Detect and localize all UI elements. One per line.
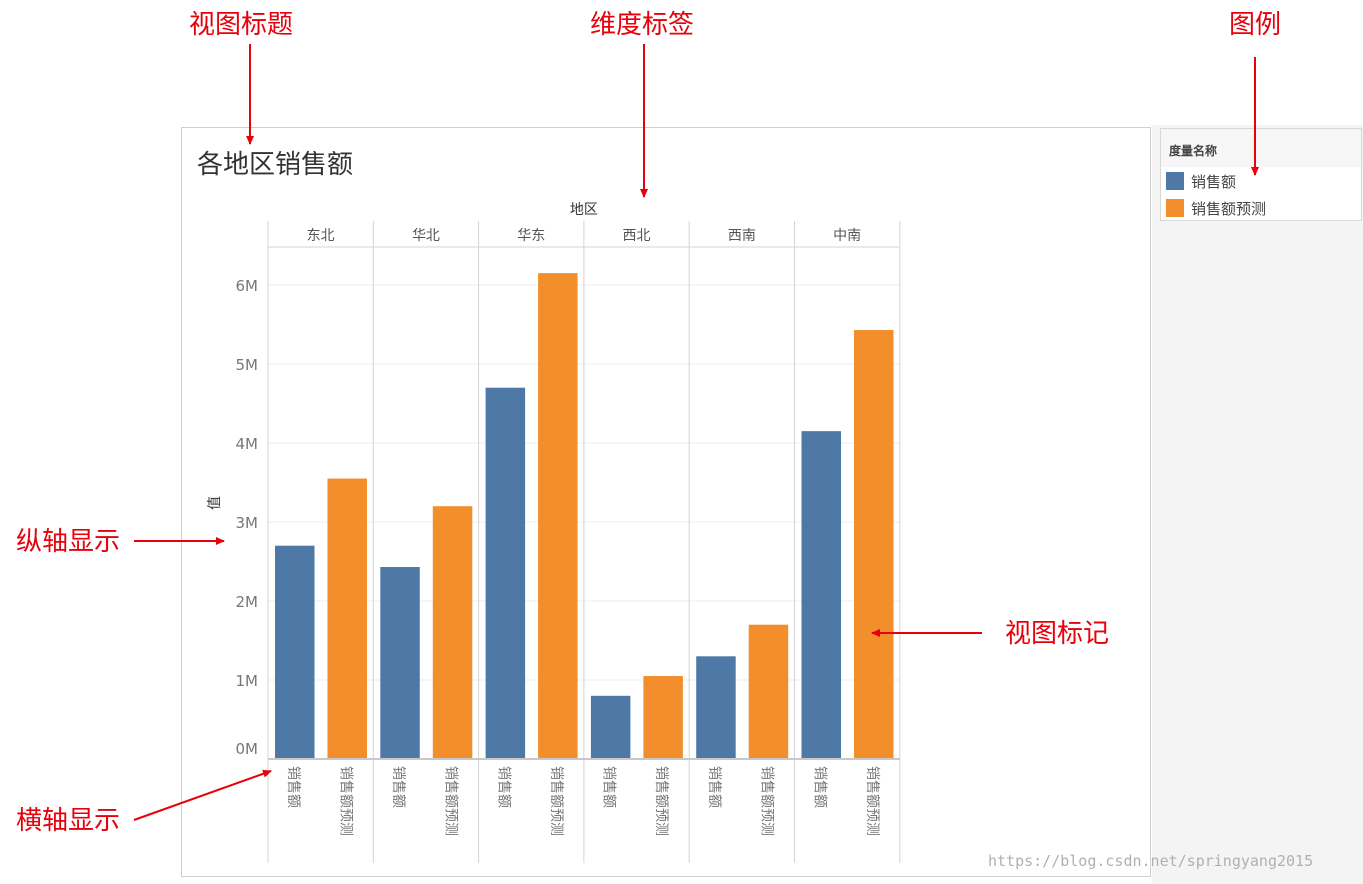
legend-title: 度量名称	[1169, 144, 1218, 158]
y-tick-label: 6M	[236, 277, 259, 295]
x-tick-label: 销售额	[706, 766, 722, 808]
legend-header: 度量名称	[1161, 129, 1361, 167]
bar-sales-forecast	[538, 273, 578, 759]
side-panel	[1152, 125, 1363, 884]
annotation-dimension-label: 维度标签	[590, 10, 695, 40]
legend-label: 销售额预测	[1191, 200, 1267, 218]
x-tick-label: 销售额	[495, 766, 511, 808]
y-tick-label: 1M	[236, 672, 259, 690]
category-header: 西南	[728, 228, 756, 244]
annotation-vertical-axis: 纵轴显示	[16, 527, 121, 557]
watermark: https://blog.csdn.net/springyang2015	[988, 852, 1314, 870]
category-header: 西北	[623, 228, 651, 244]
view-title: 各地区销售额	[197, 150, 354, 180]
legend-label: 销售额	[1191, 173, 1237, 191]
legend-swatch	[1166, 172, 1184, 190]
bar-sales-forecast	[854, 330, 894, 759]
bar-sales-forecast	[643, 676, 683, 759]
bar-sales	[696, 656, 736, 759]
annotation-view-title: 视图标题	[189, 10, 294, 40]
bar-sales-forecast	[748, 624, 789, 759]
bar-sales	[275, 545, 315, 759]
dimension-header-title: 地区	[570, 202, 598, 218]
legend-swatch	[1166, 199, 1184, 217]
bar-sales	[801, 431, 841, 759]
y-tick-label: 5M	[236, 356, 259, 374]
x-tick-label: 销售额	[811, 766, 827, 808]
bar-sales	[380, 567, 420, 759]
x-tick-label: 销售额	[390, 766, 406, 808]
y-tick-label: 0M	[236, 740, 259, 758]
bar-sales-forecast	[327, 478, 367, 759]
annotation-legend: 图例	[1229, 10, 1282, 40]
x-tick-label: 销售额	[601, 766, 617, 808]
x-tick-label: 销售额预测	[548, 766, 564, 836]
bar-sales-forecast	[432, 506, 473, 759]
category-header: 华东	[517, 228, 545, 244]
x-tick-label: 销售额预测	[443, 766, 459, 836]
x-tick-label: 销售额预测	[337, 766, 353, 836]
category-header: 东北	[307, 228, 335, 244]
y-tick-label: 4M	[236, 435, 259, 453]
category-header: 中南	[833, 228, 861, 244]
x-tick-label: 销售额预测	[864, 766, 880, 836]
x-tick-label: 销售额	[285, 766, 301, 808]
bar-sales	[485, 387, 526, 759]
x-tick-label: 销售额预测	[758, 766, 774, 836]
y-axis-label: 值	[207, 496, 223, 510]
annotation-view-marks: 视图标记	[1005, 619, 1110, 649]
y-tick-label: 3M	[236, 514, 259, 532]
annotation-horizontal-axis: 横轴显示	[16, 806, 121, 836]
legend: 度量名称 销售额 销售额预测	[1160, 128, 1362, 221]
x-tick-label: 销售额预测	[653, 766, 669, 836]
category-header: 华北	[412, 228, 440, 244]
y-tick-label: 2M	[236, 593, 259, 611]
bar-sales	[590, 695, 631, 759]
